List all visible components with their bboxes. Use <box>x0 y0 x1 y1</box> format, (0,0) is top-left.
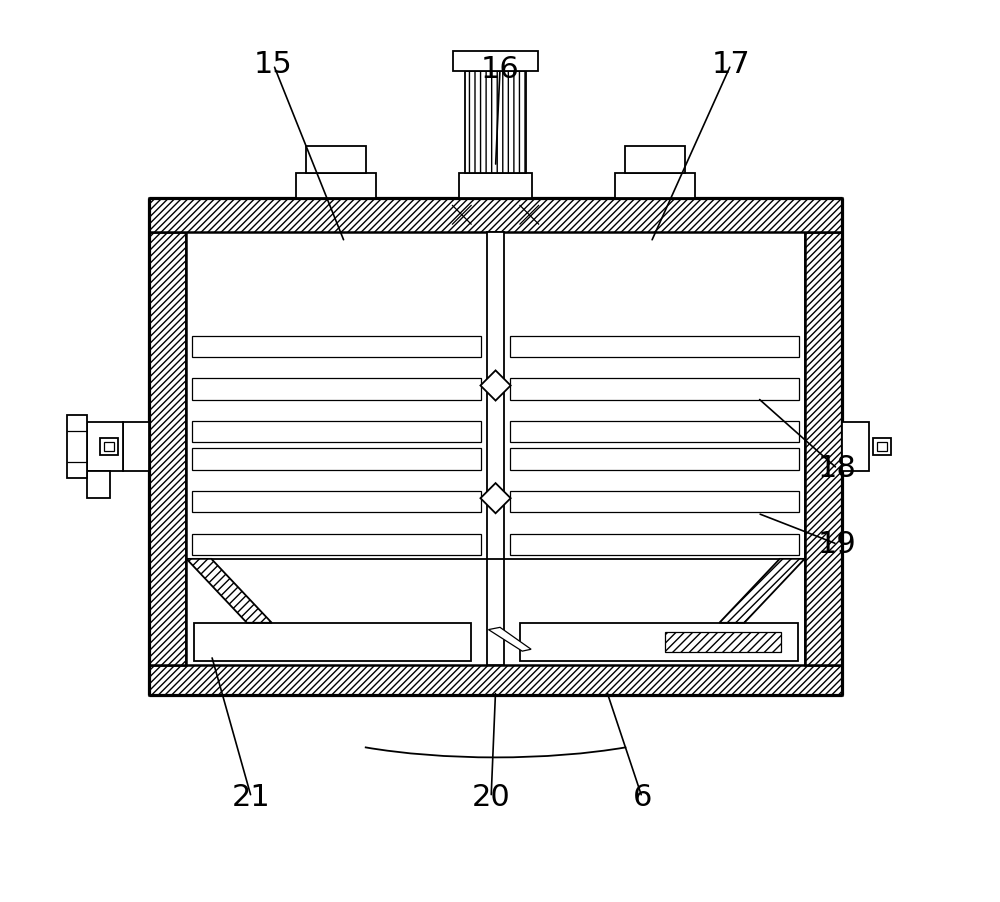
Bar <box>100 437 118 456</box>
Bar <box>510 378 799 400</box>
Bar <box>87 422 123 471</box>
Bar <box>625 146 685 173</box>
Bar <box>192 491 481 512</box>
Bar <box>87 471 110 498</box>
Bar <box>192 336 481 357</box>
Bar <box>453 51 538 71</box>
Bar <box>194 622 471 660</box>
Bar <box>510 336 799 357</box>
Text: 18: 18 <box>818 455 857 483</box>
Bar <box>487 232 504 665</box>
Text: 21: 21 <box>232 783 271 812</box>
Bar <box>510 421 799 442</box>
Bar <box>459 173 532 198</box>
Bar <box>510 534 799 555</box>
Bar <box>149 232 186 665</box>
Text: 20: 20 <box>472 783 510 812</box>
Bar <box>510 491 799 512</box>
Bar <box>873 437 891 456</box>
Bar <box>615 173 695 198</box>
Bar <box>192 421 481 442</box>
Bar <box>877 442 887 451</box>
Bar <box>520 622 798 660</box>
Bar <box>149 198 842 232</box>
Bar <box>510 448 799 470</box>
Bar <box>123 422 149 471</box>
Polygon shape <box>719 559 805 622</box>
Bar <box>842 422 869 471</box>
Text: 16: 16 <box>481 55 519 84</box>
Bar <box>104 442 114 451</box>
Bar <box>192 534 481 555</box>
Bar <box>192 378 481 400</box>
Text: 17: 17 <box>712 51 750 79</box>
Bar <box>192 448 481 470</box>
Bar <box>67 415 87 478</box>
Bar <box>465 71 526 173</box>
Bar <box>805 232 842 665</box>
Bar <box>665 632 781 651</box>
Polygon shape <box>480 483 511 513</box>
Text: 15: 15 <box>254 51 293 79</box>
Bar <box>296 173 376 198</box>
Text: 6: 6 <box>632 783 652 812</box>
Text: 19: 19 <box>818 529 857 558</box>
Bar <box>149 665 842 695</box>
Polygon shape <box>488 627 531 651</box>
Polygon shape <box>480 371 511 400</box>
Polygon shape <box>186 559 272 622</box>
Bar <box>306 146 366 173</box>
